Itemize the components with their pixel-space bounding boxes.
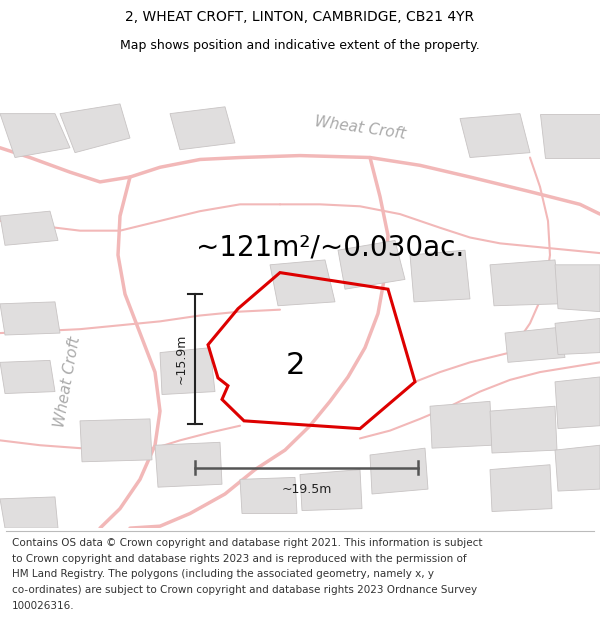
Polygon shape bbox=[240, 478, 297, 514]
Polygon shape bbox=[0, 497, 58, 528]
Polygon shape bbox=[490, 465, 552, 511]
Polygon shape bbox=[270, 260, 335, 306]
Text: ~15.9m: ~15.9m bbox=[175, 334, 187, 384]
Text: 100026316.: 100026316. bbox=[12, 601, 74, 611]
Polygon shape bbox=[0, 361, 55, 394]
Polygon shape bbox=[410, 250, 470, 302]
Polygon shape bbox=[300, 469, 362, 511]
Text: Wheat Croft: Wheat Croft bbox=[313, 114, 407, 142]
Polygon shape bbox=[338, 241, 405, 289]
Text: Map shows position and indicative extent of the property.: Map shows position and indicative extent… bbox=[120, 39, 480, 51]
Polygon shape bbox=[155, 442, 222, 487]
Polygon shape bbox=[430, 401, 492, 448]
Polygon shape bbox=[505, 328, 565, 362]
Polygon shape bbox=[490, 406, 557, 453]
Polygon shape bbox=[490, 260, 560, 306]
Polygon shape bbox=[160, 348, 215, 394]
Polygon shape bbox=[555, 319, 600, 354]
Text: ~19.5m: ~19.5m bbox=[281, 483, 332, 496]
Polygon shape bbox=[170, 107, 235, 150]
Polygon shape bbox=[540, 114, 600, 158]
Polygon shape bbox=[60, 104, 130, 152]
Text: Wheat Croft: Wheat Croft bbox=[53, 335, 83, 429]
Polygon shape bbox=[370, 448, 428, 494]
Text: Contains OS data © Crown copyright and database right 2021. This information is : Contains OS data © Crown copyright and d… bbox=[12, 538, 482, 548]
Polygon shape bbox=[0, 114, 70, 158]
Text: ~121m²/~0.030ac.: ~121m²/~0.030ac. bbox=[196, 233, 464, 261]
Polygon shape bbox=[460, 114, 530, 158]
Text: HM Land Registry. The polygons (including the associated geometry, namely x, y: HM Land Registry. The polygons (includin… bbox=[12, 569, 434, 579]
Polygon shape bbox=[555, 265, 600, 312]
Polygon shape bbox=[555, 445, 600, 491]
Polygon shape bbox=[555, 377, 600, 429]
Polygon shape bbox=[80, 419, 152, 462]
Polygon shape bbox=[0, 302, 60, 335]
Text: co-ordinates) are subject to Crown copyright and database rights 2023 Ordnance S: co-ordinates) are subject to Crown copyr… bbox=[12, 585, 477, 595]
Text: 2: 2 bbox=[286, 351, 305, 381]
Polygon shape bbox=[0, 211, 58, 245]
Text: to Crown copyright and database rights 2023 and is reproduced with the permissio: to Crown copyright and database rights 2… bbox=[12, 554, 467, 564]
Text: 2, WHEAT CROFT, LINTON, CAMBRIDGE, CB21 4YR: 2, WHEAT CROFT, LINTON, CAMBRIDGE, CB21 … bbox=[125, 10, 475, 24]
